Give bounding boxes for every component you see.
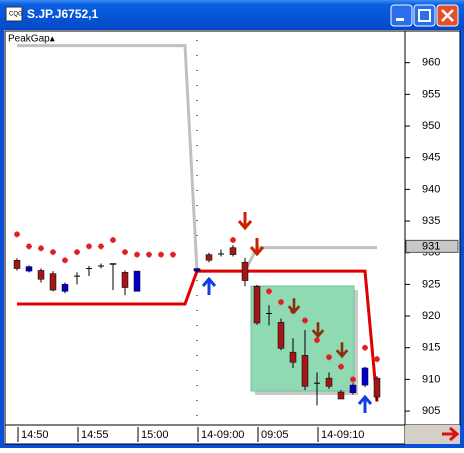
candle-body xyxy=(361,367,369,386)
star-marker xyxy=(338,363,344,370)
candle-body xyxy=(49,273,57,291)
star-marker xyxy=(326,354,332,361)
x-tick-label: 14:50 xyxy=(21,429,49,441)
star-marker xyxy=(302,317,308,324)
y-tick-label: 955 xyxy=(422,88,440,100)
star-marker xyxy=(98,243,104,250)
candle-body xyxy=(349,384,357,393)
window-icon xyxy=(5,6,23,22)
star-marker xyxy=(362,344,368,351)
candle-body xyxy=(121,272,129,288)
candle-body xyxy=(109,263,117,265)
y-tick-label: 935 xyxy=(422,215,440,227)
close-button[interactable] xyxy=(436,4,459,27)
y-tick-label: 920 xyxy=(422,310,440,322)
star-marker xyxy=(86,243,92,250)
candle-body xyxy=(193,268,201,272)
star-marker xyxy=(50,249,56,256)
x-tick-label: 14-09:00 xyxy=(201,429,244,441)
star-marker xyxy=(134,251,140,258)
minimize-button[interactable] xyxy=(390,4,413,27)
y-tick-label: 925 xyxy=(422,278,440,290)
price-axis xyxy=(404,30,461,426)
y-tick-label: 950 xyxy=(422,120,440,132)
x-tick-label: 14:55 xyxy=(81,429,109,441)
candle-body xyxy=(325,377,333,387)
y-tick-label: 910 xyxy=(422,373,440,385)
candle-body xyxy=(61,284,69,292)
star-marker xyxy=(110,237,116,244)
marks: 9059109159209259309359409459509559609311… xyxy=(13,44,459,442)
candle-body xyxy=(373,377,381,398)
scroll-arrow[interactable] xyxy=(442,426,460,442)
maximize-button[interactable] xyxy=(413,4,436,27)
star-marker xyxy=(230,237,236,244)
star-marker xyxy=(26,243,32,250)
star-marker xyxy=(350,376,356,383)
star-marker xyxy=(74,249,80,256)
star-marker xyxy=(146,251,152,258)
indicator-label: PeakGap▴ xyxy=(8,34,55,45)
y-tick-label: 945 xyxy=(422,152,440,164)
star-marker xyxy=(278,299,284,306)
star-marker xyxy=(314,337,320,344)
y-tick-label: 915 xyxy=(422,342,440,354)
x-tick-label: 09:05 xyxy=(261,429,289,441)
candle-body xyxy=(277,322,285,349)
candle-body xyxy=(205,254,213,261)
candle-body xyxy=(37,270,45,280)
star-marker xyxy=(374,356,380,363)
candle-body xyxy=(133,270,141,292)
y-tick-label: 960 xyxy=(422,57,440,69)
star-marker xyxy=(14,231,20,238)
x-tick-label: 14-09:10 xyxy=(321,429,364,441)
star-marker xyxy=(170,251,176,258)
star-marker xyxy=(266,288,272,295)
candle-body xyxy=(289,351,297,363)
star-marker xyxy=(158,251,164,258)
y-tick-label: 905 xyxy=(422,405,440,417)
star-marker xyxy=(122,249,128,256)
candle-body xyxy=(301,355,309,387)
corner xyxy=(405,425,460,444)
candle-body xyxy=(337,391,345,400)
x-tick-label: 15:00 xyxy=(141,429,169,441)
star-marker xyxy=(62,257,68,264)
last-price-box xyxy=(405,239,459,253)
candle-body xyxy=(13,260,21,269)
star-marker xyxy=(38,245,44,252)
candle-body xyxy=(25,266,33,272)
window-title: S.JP.J6752,1 xyxy=(27,7,99,21)
title-bar xyxy=(0,0,464,30)
candle-body xyxy=(241,261,249,281)
y-tick-label: 940 xyxy=(422,183,440,195)
last-price-label: 931 xyxy=(422,240,440,252)
candle-body xyxy=(253,286,261,324)
icon-glyph: CQG xyxy=(9,12,23,18)
candle-body xyxy=(229,247,237,255)
